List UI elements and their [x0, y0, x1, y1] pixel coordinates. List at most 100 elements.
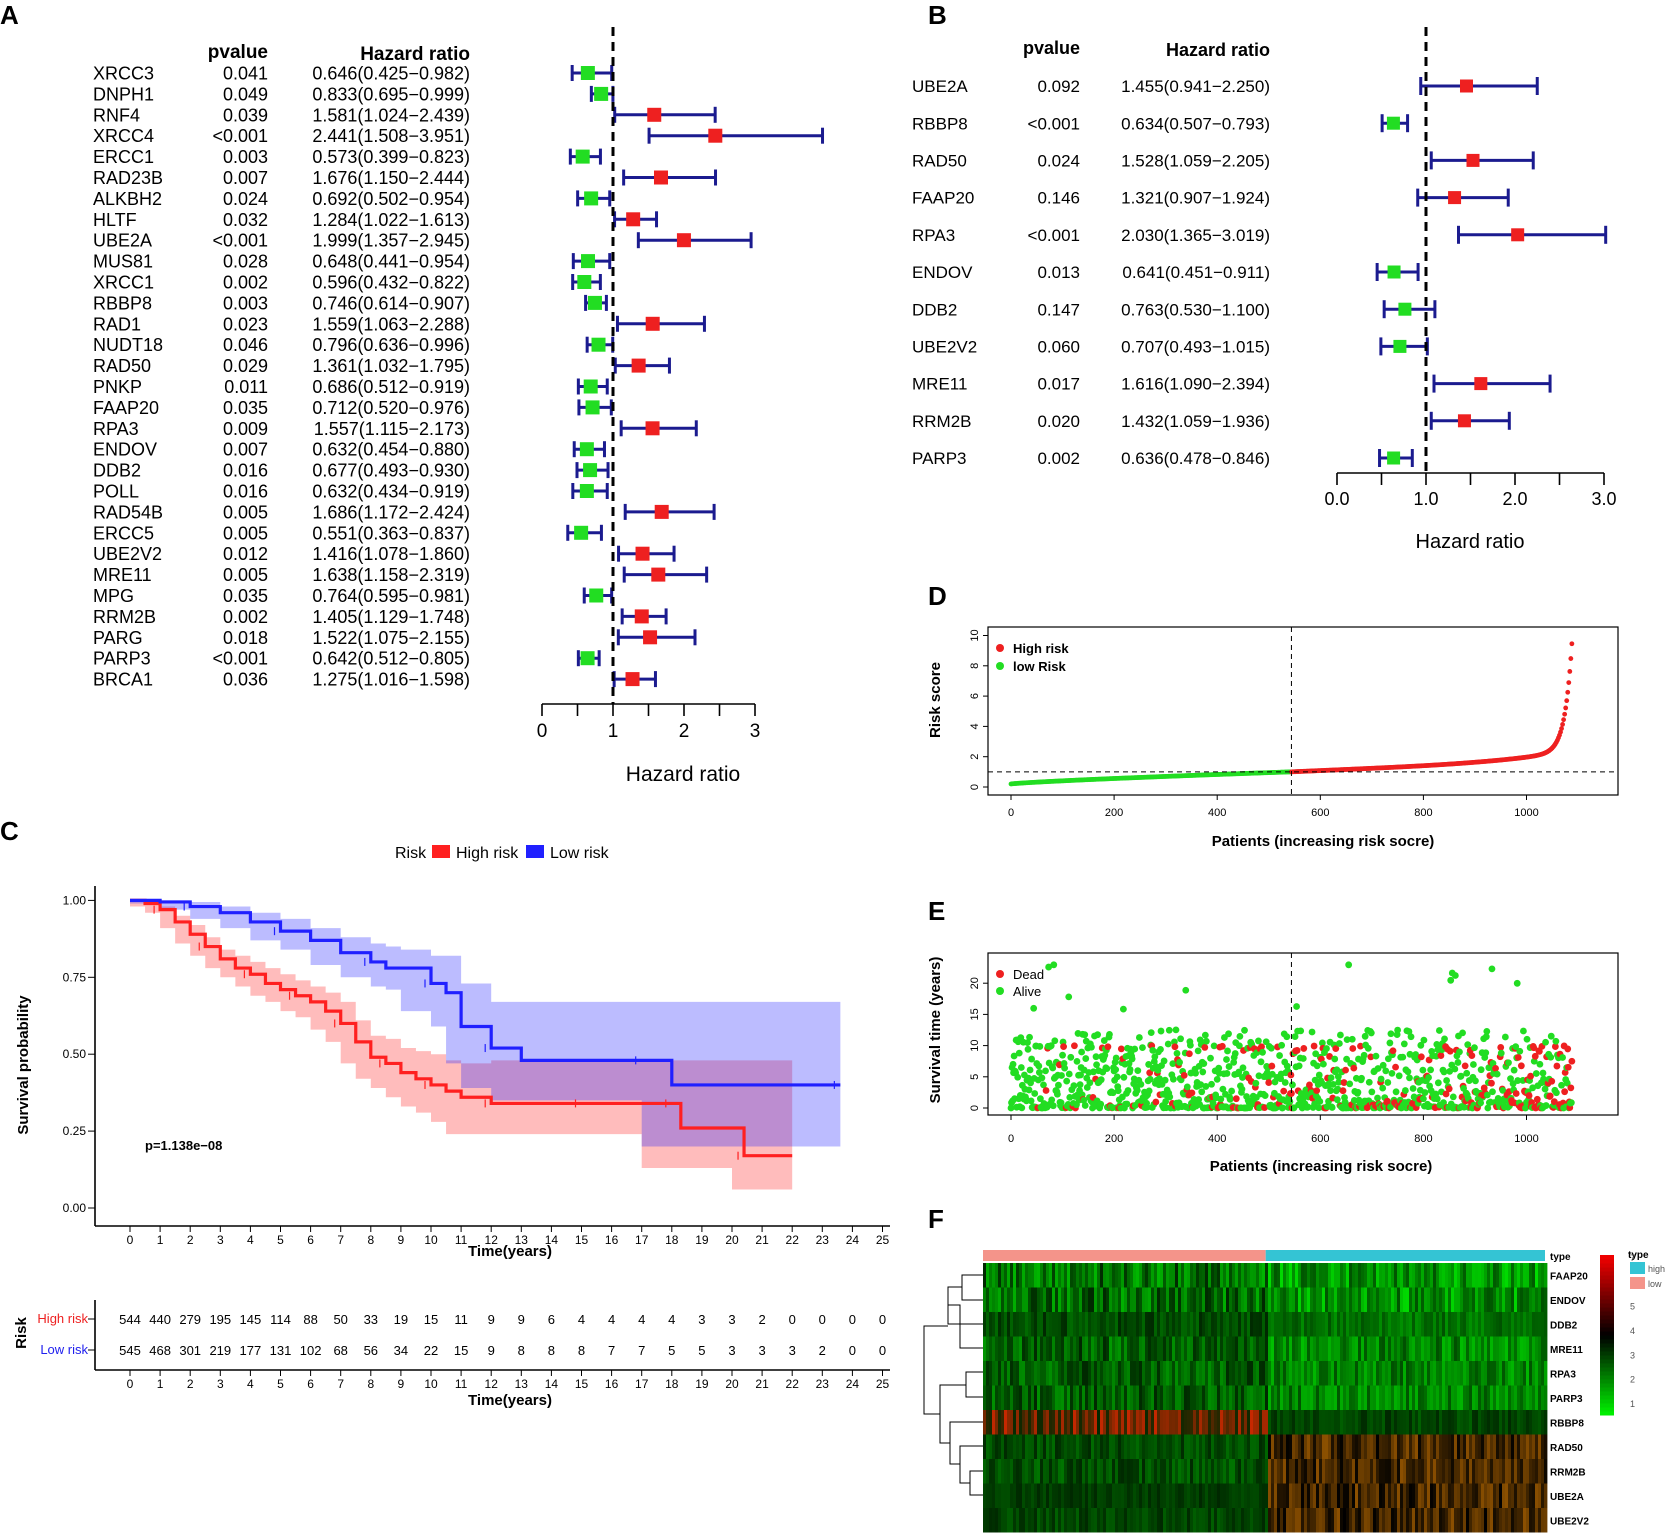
heatmap-cell [1070, 1385, 1074, 1410]
heatmap-cell [1226, 1385, 1230, 1410]
survival-status-point [1015, 1049, 1023, 1057]
heatmap-cell [1085, 1287, 1089, 1312]
heatmap-cell [1433, 1263, 1437, 1288]
heatmap: type type high low FAAP20ENDOVDDB2MRE11R… [923, 1250, 1665, 1533]
heatmap-cell [1334, 1508, 1338, 1533]
heatmap-cell [1457, 1287, 1461, 1312]
heatmap-dendrogram-branch [959, 1445, 983, 1484]
heatmap-cell [1226, 1263, 1230, 1288]
heatmap-cell [1052, 1483, 1056, 1508]
heatmap-cell [1505, 1287, 1509, 1312]
heatmap-cell [1181, 1336, 1185, 1361]
heatmap-cell [1088, 1385, 1092, 1410]
heatmap-cell [1310, 1361, 1314, 1386]
heatmap-cell [1262, 1385, 1266, 1410]
heatmap-cell [1082, 1385, 1086, 1410]
heatmap-cell [1196, 1312, 1200, 1337]
heatmap-cell [1235, 1434, 1239, 1459]
survival-status-point [1071, 1042, 1078, 1050]
heatmap-cell [1334, 1434, 1338, 1459]
heatmap-cell [1439, 1385, 1443, 1410]
heatmap-legend-high: high [1648, 1264, 1665, 1274]
forest-pvalue: 0.002 [223, 607, 268, 627]
heatmap-cell [1361, 1336, 1365, 1361]
heatmap-cell [1223, 1361, 1227, 1386]
heatmap-cell [1025, 1336, 1029, 1361]
survival-status-point [1367, 1053, 1375, 1061]
survival-status-point [1042, 1087, 1050, 1094]
survival-status-point [1484, 1104, 1492, 1112]
heatmap-cell [1184, 1361, 1188, 1386]
heatmap-cell [1430, 1385, 1434, 1410]
heatmap-cell [1415, 1336, 1419, 1361]
heatmap-cell [1409, 1312, 1413, 1337]
forest-hr-label: 1.676(1.150−2.444) [312, 168, 470, 188]
heatmap-cell [1520, 1385, 1524, 1410]
km-x-tick-label: 3 [217, 1233, 224, 1247]
heatmap-cell [1238, 1483, 1242, 1508]
heatmap-cell [1064, 1434, 1068, 1459]
heatmap-cell [1112, 1508, 1116, 1533]
heatmap-cell [1514, 1410, 1518, 1435]
survival-status-point [1055, 1081, 1062, 1089]
forest-gene-label: FAAP20 [912, 189, 974, 208]
heatmap-cell [1082, 1336, 1086, 1361]
heatmap-scale-swatch [1600, 1347, 1614, 1352]
heatmap-cell [1115, 1483, 1119, 1508]
heatmap-cell [1307, 1361, 1311, 1386]
heatmap-cell [1265, 1312, 1269, 1337]
heatmap-cell [1409, 1361, 1413, 1386]
heatmap-cell [1169, 1385, 1173, 1410]
heatmap-cell [1520, 1263, 1524, 1288]
heatmap-cell [1100, 1263, 1104, 1288]
heatmap-cell [1220, 1336, 1224, 1361]
heatmap-cell [1070, 1459, 1074, 1484]
heatmap-cell [1229, 1459, 1233, 1484]
heatmap-cell [1277, 1410, 1281, 1435]
forest-hr-label: 1.275(1.016−1.598) [312, 670, 470, 690]
forest-pvalue: 0.020 [1037, 412, 1080, 431]
heatmap-cell [1244, 1336, 1248, 1361]
heatmap-cell [1148, 1434, 1152, 1459]
heatmap-cell [1403, 1385, 1407, 1410]
heatmap-cell [1484, 1508, 1488, 1533]
heatmap-cell [1337, 1287, 1341, 1312]
heatmap-cell [1028, 1336, 1032, 1361]
heatmap-cell [1121, 1483, 1125, 1508]
heatmap-cell [1373, 1410, 1377, 1435]
heatmap-cell [1136, 1312, 1140, 1337]
heatmap-cell [1271, 1483, 1275, 1508]
heatmap-cell [983, 1508, 987, 1533]
heatmap-cell [1283, 1263, 1287, 1288]
heatmap-cell [1448, 1263, 1452, 1288]
heatmap-cell [1397, 1459, 1401, 1484]
heatmap-cell [1355, 1287, 1359, 1312]
heatmap-type-bar-low [983, 1250, 1266, 1261]
heatmap-legend-low-key [1630, 1277, 1645, 1289]
heatmap-cell [1499, 1483, 1503, 1508]
heatmap-cell [1217, 1263, 1221, 1288]
heatmap-cell [1097, 1361, 1101, 1386]
heatmap-cell [1472, 1263, 1476, 1288]
heatmap-cell [1304, 1361, 1308, 1386]
heatmap-cell [1019, 1434, 1023, 1459]
heatmap-cell [1295, 1287, 1299, 1312]
heatmap-cell [1067, 1434, 1071, 1459]
heatmap-cell [1061, 1508, 1065, 1533]
heatmap-cell [1049, 1508, 1053, 1533]
survival-status-point [1319, 1060, 1327, 1068]
heatmap-cell [1151, 1385, 1155, 1410]
heatmap-cell [1415, 1263, 1419, 1288]
heatmap-cell [1340, 1361, 1344, 1386]
heatmap-cell [1115, 1508, 1119, 1533]
heatmap-cell [1382, 1508, 1386, 1533]
survival-status-point [1081, 1102, 1089, 1109]
km-x-tick-label: 8 [367, 1233, 374, 1247]
heatmap-cell [1229, 1410, 1233, 1435]
heatmap-cell [1064, 1312, 1068, 1337]
heatmap-cell [1373, 1483, 1377, 1508]
heatmap-cell [1253, 1508, 1257, 1533]
heatmap-cell [1058, 1459, 1062, 1484]
heatmap-cell [1154, 1410, 1158, 1435]
heatmap-cell [1301, 1287, 1305, 1312]
